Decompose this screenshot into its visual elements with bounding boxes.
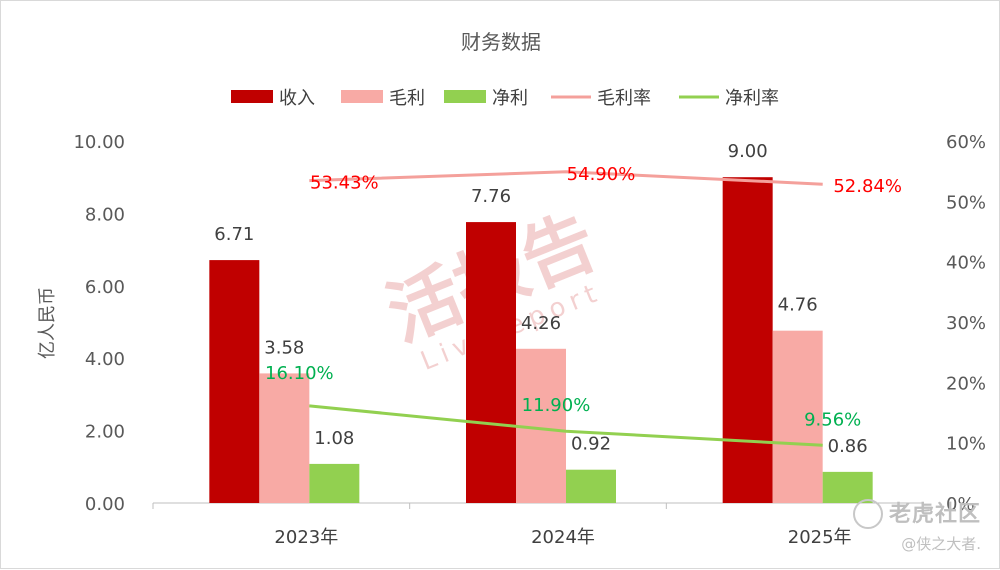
y-right-tick-3: 30%: [946, 313, 986, 334]
chart-title: 财务数据: [461, 30, 541, 54]
bar-label-1-2: 4.76: [778, 295, 818, 316]
x-tick-label-2: 2025年: [788, 527, 852, 548]
bar-label-0-0: 6.71: [214, 224, 254, 245]
legend-label-2: 净利: [492, 88, 528, 109]
y-left-tick-3: 6.00: [85, 277, 125, 298]
bar-label-1-1: 4.26: [521, 313, 561, 334]
legend-swatch-0: [231, 90, 273, 103]
x-tick-label-1: 2024年: [531, 527, 595, 548]
y-left-tick-2: 4.00: [85, 349, 125, 370]
legend-label-1: 毛利: [389, 88, 425, 109]
bar-0-1: [466, 222, 516, 503]
y-left-tick-4: 8.00: [85, 204, 125, 225]
y-right-tick-2: 20%: [946, 373, 986, 394]
bar-label-1-0: 3.58: [264, 337, 304, 358]
y-right-tick-4: 40%: [946, 253, 986, 274]
bar-label-0-2: 9.00: [728, 141, 768, 162]
bar-2-2: [822, 471, 873, 503]
line-label-0-1: 54.90%: [567, 164, 636, 185]
legend-label-0: 收入: [279, 88, 315, 109]
y-right-tick-5: 50%: [946, 192, 986, 213]
line-label-1-2: 9.56%: [804, 409, 861, 430]
y-left-tick-1: 2.00: [85, 422, 125, 443]
y-right-tick-0: 0%: [946, 494, 975, 515]
line-series-0: [309, 170, 823, 186]
line-label-0-0: 53.43%: [310, 173, 379, 194]
bar-label-2-0: 1.08: [314, 428, 354, 449]
line-label-0-2: 52.84%: [833, 176, 902, 197]
line-series-1: [309, 404, 823, 447]
bar-0-0: [209, 260, 260, 503]
bar-label-2-2: 0.86: [828, 436, 868, 457]
bar-1-0: [259, 373, 310, 503]
bar-2-1: [566, 469, 616, 503]
y-left-tick-5: 10.00: [73, 132, 125, 153]
bar-label-0-1: 7.76: [471, 186, 511, 207]
y-left-label: 亿人民币: [37, 287, 58, 359]
bar-2-0: [309, 463, 360, 503]
y-right-tick-6: 60%: [946, 132, 986, 153]
y-left-tick-0: 0.00: [85, 494, 125, 515]
legend-label-3: 毛利率: [597, 88, 651, 109]
x-tick-label-0: 2023年: [274, 527, 338, 548]
y-right-tick-1: 10%: [946, 434, 986, 455]
tiger-community-watermark: 老虎社区 @侠之大者.: [852, 496, 981, 555]
bar-1-2: [772, 330, 823, 503]
bar-0-2: [722, 177, 773, 503]
bar-label-2-1: 0.92: [571, 434, 611, 455]
legend-swatch-1: [341, 90, 383, 103]
watermark-user: @侠之大者.: [901, 535, 981, 553]
legend-swatch-2: [444, 90, 486, 103]
tiger-logo-icon: [852, 499, 883, 529]
legend-label-4: 净利率: [725, 88, 779, 109]
line-label-1-0: 16.10%: [265, 363, 334, 384]
line-label-1-1: 11.90%: [522, 395, 591, 416]
watermark-brand: 老虎社区: [888, 501, 981, 527]
